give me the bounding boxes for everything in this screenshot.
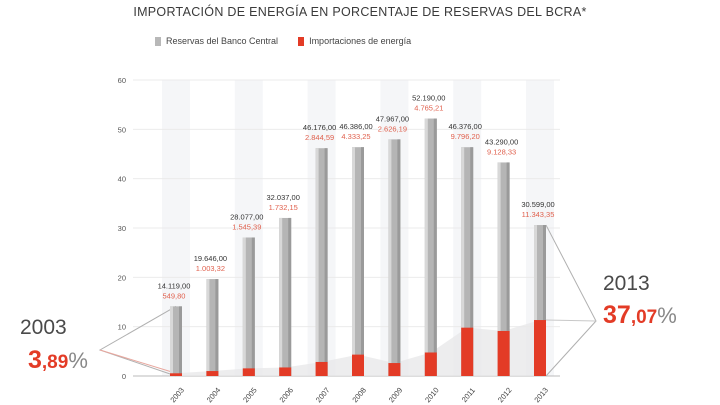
chart-title: IMPORTACIÓN DE ENERGÍA EN PORCENTAJE DE … <box>133 5 587 19</box>
bar-reservas-shade <box>251 237 255 376</box>
bar-reservas-highlight <box>388 139 392 376</box>
bar-importaciones <box>534 320 546 376</box>
bar-importaciones <box>206 371 219 376</box>
bar-reservas-shade <box>288 217 292 376</box>
legend-label-importaciones: Importaciones de energía <box>309 36 412 46</box>
x-tick-label: 2007 <box>314 386 332 405</box>
x-tick-label: 2005 <box>241 386 259 405</box>
bar-reservas-shade <box>215 279 219 376</box>
callout-2013-dec: ,07 <box>630 307 658 328</box>
callout-2003-import-line <box>99 349 177 374</box>
legend-label-reservas: Reservas del Banco Central <box>166 36 279 46</box>
data-label-importaciones: 1.545,39 <box>232 222 261 231</box>
bar-importaciones <box>388 363 401 376</box>
legend-item-importaciones: Importaciones de energía <box>298 36 411 46</box>
x-tick-label: 2004 <box>205 386 223 405</box>
callout-2013-int: 37 <box>603 301 631 329</box>
legend-item-reservas: Reservas del Banco Central <box>155 36 278 46</box>
bar-importaciones <box>242 368 255 376</box>
data-label-reservas: 43.290,00 <box>485 137 518 146</box>
data-label-reservas: 28.077,00 <box>230 212 263 221</box>
callout-2003-year: 2003 <box>20 316 67 339</box>
bar-importaciones <box>279 367 292 376</box>
x-tick-label: 2013 <box>532 386 550 405</box>
bar-importaciones <box>424 352 437 376</box>
bar-reservas-highlight <box>206 279 210 376</box>
callout-2013-import-line <box>545 319 597 322</box>
data-label-reservas: 30.599,00 <box>521 200 554 209</box>
bar-importaciones <box>315 361 328 376</box>
bar-reservas-shade <box>433 118 437 377</box>
bar-reservas-shade <box>506 162 510 376</box>
bar-reservas-highlight <box>279 217 283 376</box>
bar-importaciones <box>497 330 510 376</box>
data-label-importaciones: 9.128,33 <box>487 147 516 156</box>
data-label-importaciones: 1.732,15 <box>269 203 298 212</box>
x-tick-label: 2011 <box>460 386 477 404</box>
data-label-reservas: 46.376,00 <box>449 122 482 131</box>
data-label-importaciones: 9.796,20 <box>451 132 480 141</box>
data-label-importaciones: 549,80 <box>163 291 186 300</box>
callout-2013-year: 2013 <box>603 272 650 295</box>
bar-reservas-highlight <box>497 162 501 376</box>
data-label-reservas: 52.190,00 <box>412 94 445 103</box>
legend-swatch-importaciones <box>298 36 305 46</box>
data-label-importaciones: 4.765,21 <box>414 104 443 113</box>
bar-reservas-shade <box>470 147 474 376</box>
data-label-importaciones: 2.844,59 <box>305 133 334 142</box>
bar-reservas-shade <box>361 147 364 376</box>
bar-reservas-highlight <box>170 306 173 376</box>
bar-reservas-highlight <box>461 147 465 376</box>
callout-2003-pct: % <box>68 348 88 373</box>
bar-importaciones <box>170 373 182 376</box>
y-tick-label: 0 <box>122 372 126 381</box>
data-label-reservas: 32.037,00 <box>267 193 300 202</box>
data-label-reservas: 47.967,00 <box>376 114 409 123</box>
legend: Reservas del Banco Central Importaciones… <box>155 36 423 46</box>
callout-2003-percent: 3,89% <box>28 346 88 375</box>
x-tick-label: 2008 <box>350 386 368 405</box>
y-tick-label: 50 <box>118 125 126 134</box>
bar-reservas-highlight <box>424 118 428 377</box>
bar-reservas-highlight <box>242 237 246 376</box>
bar-reservas-shade <box>397 139 401 376</box>
data-label-importaciones: 11.343,35 <box>522 210 555 219</box>
data-label-importaciones: 2.626,19 <box>378 124 407 133</box>
bar-reservas-shade <box>179 306 182 376</box>
x-tick-label: 2010 <box>423 386 441 405</box>
y-tick-label: 40 <box>118 175 126 184</box>
data-label-reservas: 46.176,00 <box>303 123 336 132</box>
bar-reservas-highlight <box>315 148 319 376</box>
y-tick-label: 60 <box>118 76 126 85</box>
bar-importaciones <box>352 354 364 376</box>
data-label-reservas: 19.646,00 <box>194 254 227 263</box>
callout-2003-int: 3 <box>28 346 42 374</box>
bar-reservas-shade <box>324 148 328 376</box>
callout-2013-percent: 37,07% <box>603 301 677 330</box>
bar-reservas-shade <box>543 225 546 376</box>
x-tick-label: 2009 <box>387 386 405 405</box>
bar-reservas-highlight <box>534 225 537 376</box>
callout-2003-dec: ,89 <box>41 352 69 373</box>
imports-area <box>176 320 540 376</box>
y-tick-label: 10 <box>118 323 126 332</box>
data-label-importaciones: 4.333,25 <box>341 132 370 141</box>
data-label-reservas: 46.386,00 <box>339 122 372 131</box>
x-tick-label: 2003 <box>168 386 186 405</box>
bar-reservas-highlight <box>352 147 355 376</box>
x-tick-label: 2012 <box>496 386 514 405</box>
bar-importaciones <box>461 327 474 376</box>
x-tick-label: 2006 <box>278 386 296 405</box>
data-label-importaciones: 1.003,32 <box>196 264 225 273</box>
data-label-reservas: 14.119,00 <box>158 281 191 290</box>
legend-swatch-reservas <box>155 36 161 46</box>
y-tick-label: 20 <box>118 273 126 282</box>
callout-2013-pct: % <box>657 303 677 328</box>
y-tick-label: 30 <box>118 224 126 233</box>
